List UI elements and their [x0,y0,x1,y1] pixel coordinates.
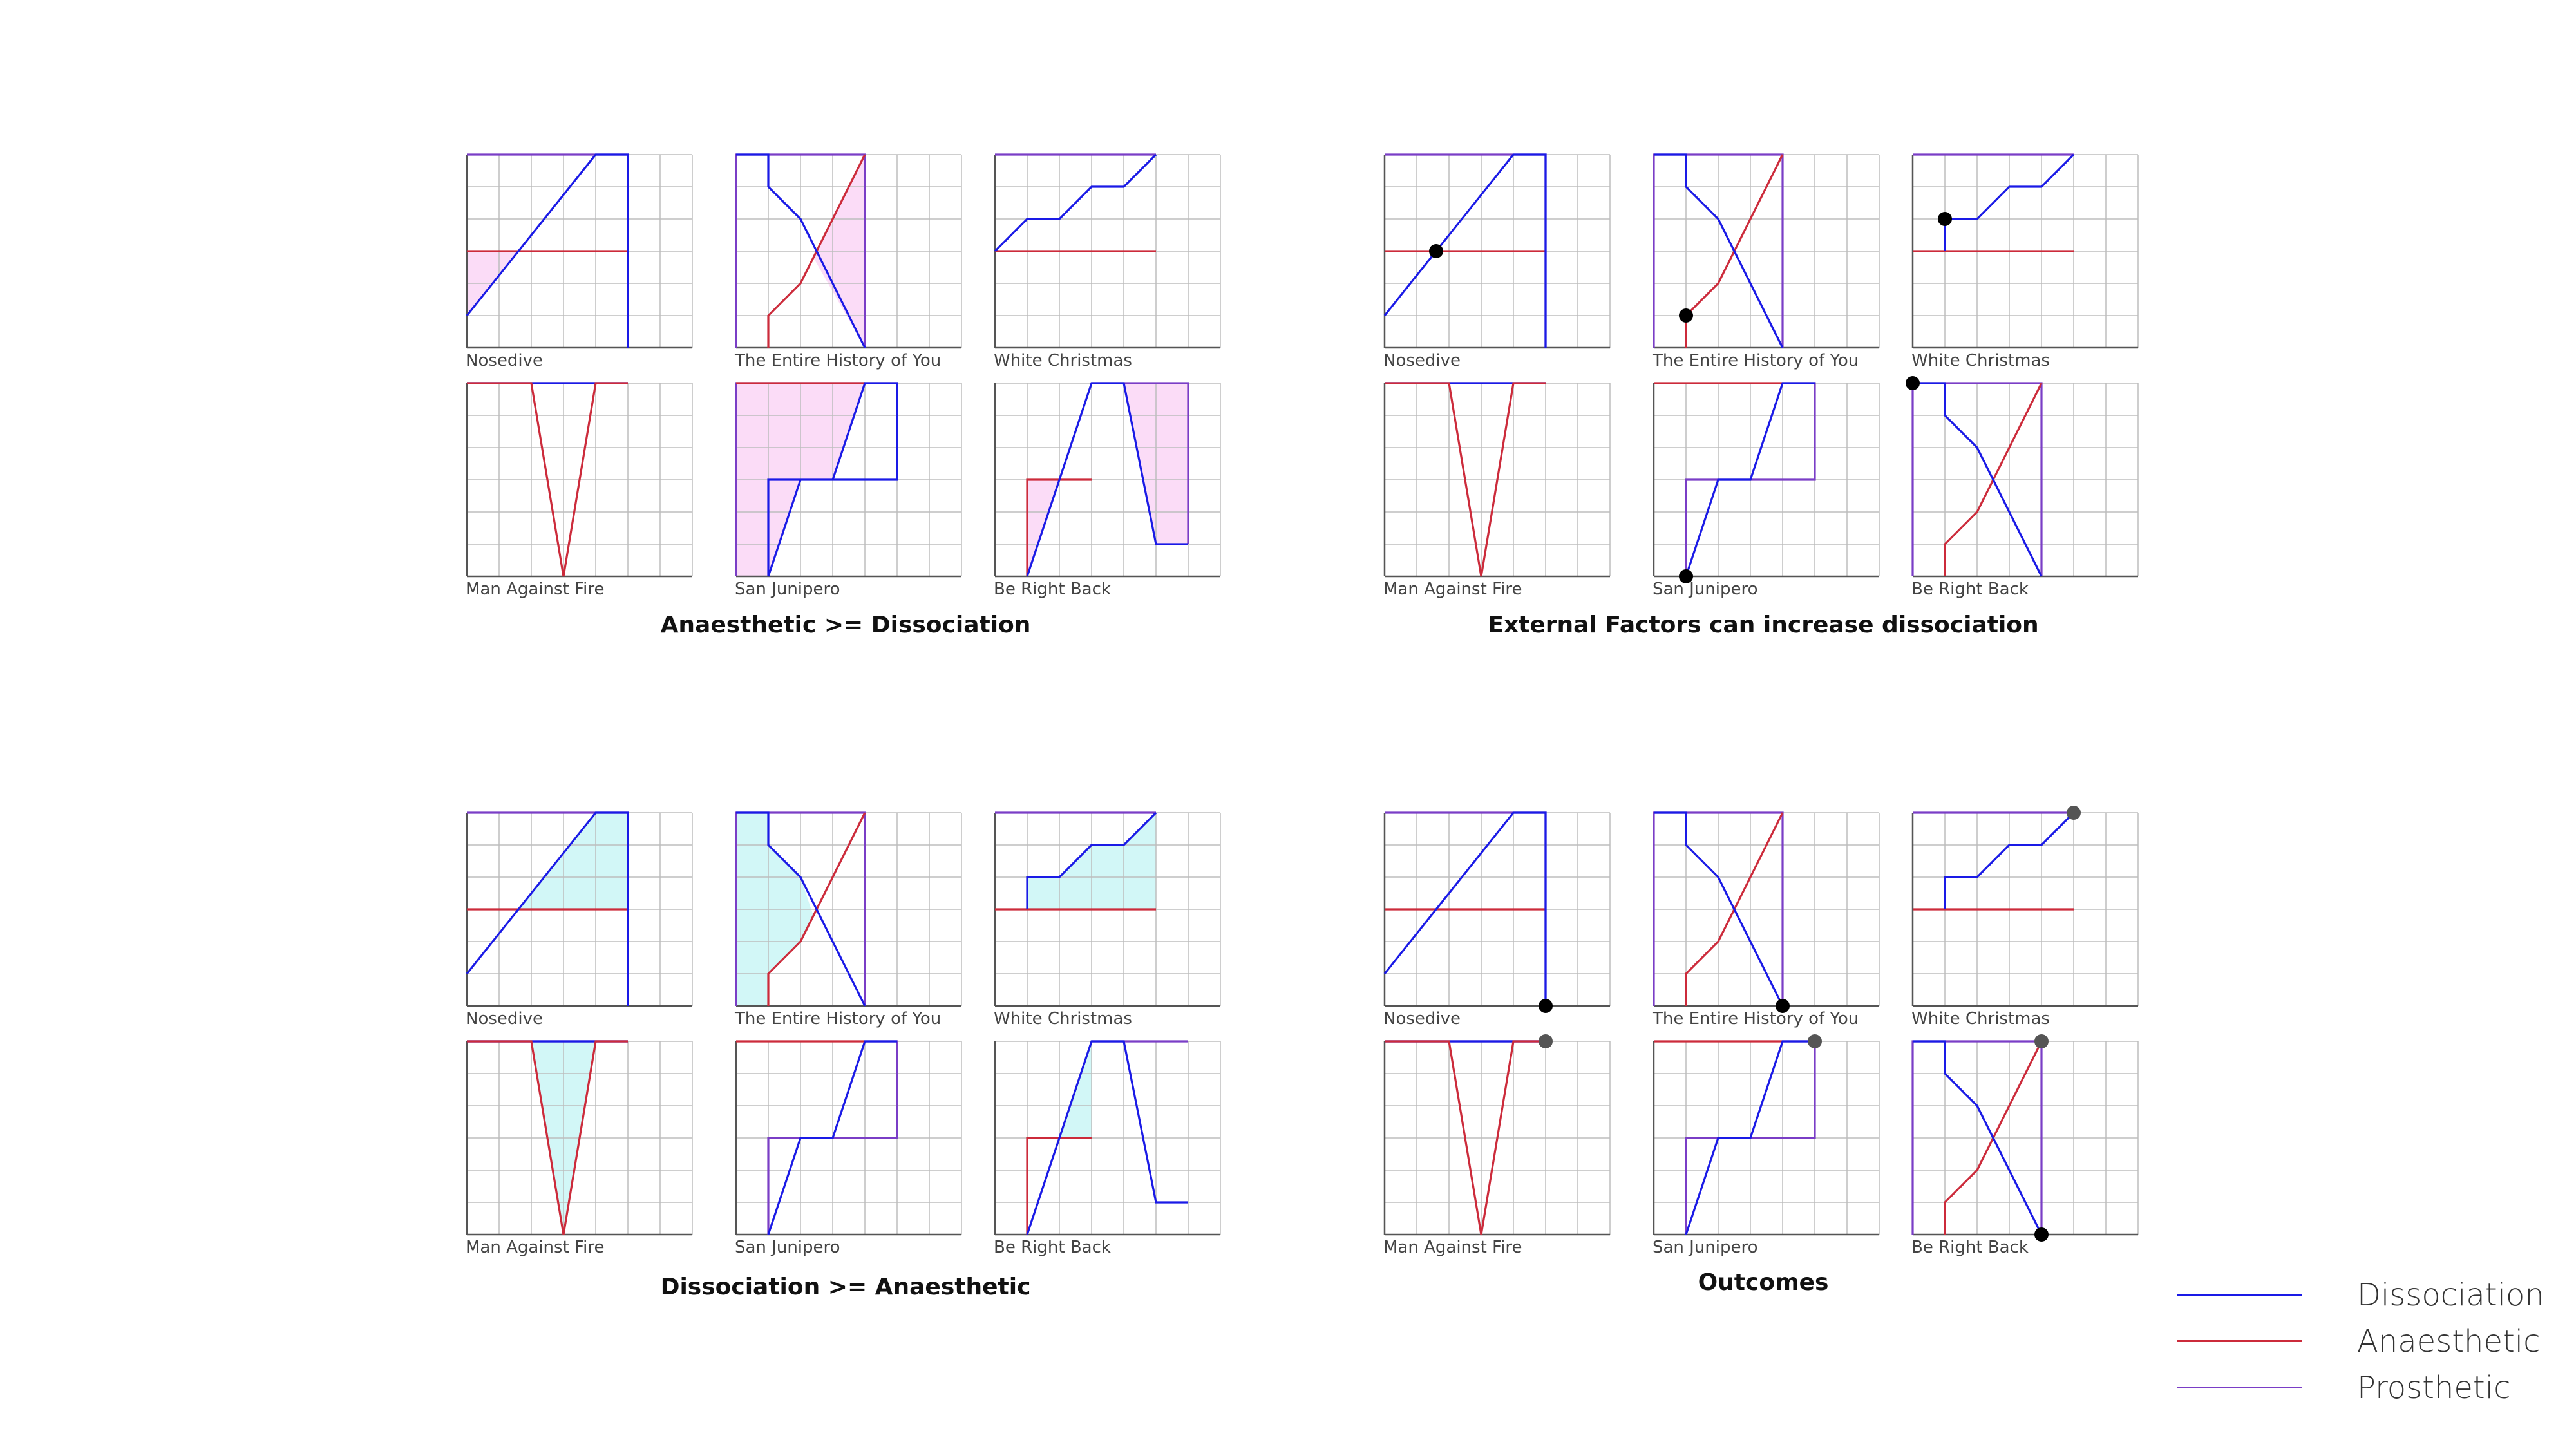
panel-label: San Junipero [1653,1238,1758,1257]
outcome-marker [2034,1227,2049,1242]
outcome-marker [2067,806,2081,820]
outcome-marker [1539,999,1553,1013]
panel: Be Right Back [1911,1034,2138,1257]
panel: Nosedive [466,155,692,370]
panel-label: Man Against Fire [1383,580,1522,599]
chart-title: External Factors can increase dissociati… [1488,612,2038,638]
legend-swatch-prosthetic [2177,1387,2302,1388]
panel-label: White Christmas [994,1009,1132,1028]
panel: White Christmas [1911,806,2138,1028]
panel: Man Against Fire [1383,383,1610,599]
panel-label: Nosedive [466,351,543,370]
panel-label: White Christmas [1911,351,2050,370]
panel: Man Against Fire [1383,1034,1610,1257]
panel: San Junipero [1653,383,1879,599]
panel-label: The Entire History of You [734,1009,941,1028]
panel-label: The Entire History of You [1652,351,1859,370]
panel-label: San Junipero [1653,580,1758,599]
series-line-dissociation [995,155,1156,251]
legend-item-dissociation: Dissociation [2177,1272,2563,1318]
outcome-marker [1808,1034,1822,1048]
panel-label: Be Right Back [994,580,1111,599]
panel-label: San Junipero [735,580,840,599]
chart-title: Dissociation >= Anaesthetic [661,1274,1031,1300]
panel-label: Be Right Back [994,1238,1111,1257]
legend-item-anaesthetic: Anaesthetic [2177,1318,2563,1365]
outcome-marker [2034,1034,2049,1048]
legend-swatch-dissociation [2177,1294,2302,1296]
panel: The Entire History of You [734,155,961,370]
panel: Be Right Back [1906,376,2138,599]
chart-group-1: Nosedive The Entire History of You White C… [466,155,1220,638]
legend: Dissociation Anaesthetic Prosthetic [2177,1272,2563,1411]
panel: Be Right Back [994,383,1220,599]
legend-label-anaesthetic: Anaesthetic [2357,1318,2541,1365]
chart-group-2: Nosedive The Entire History of You White C… [1383,155,2138,638]
panel-label: White Christmas [1911,1009,2050,1028]
panel-label: Nosedive [1383,1009,1461,1028]
panel: Nosedive [1383,155,1610,370]
panel: San Junipero [735,1041,961,1257]
chart-group-3: Nosedive The Entire History of You White C… [466,813,1220,1300]
panel: Man Against Fire [466,1041,692,1257]
chart-group-4: Nosedive The Entire History of You White C… [1383,806,2138,1296]
legend-label-dissociation: Dissociation [2357,1272,2544,1318]
panel-label: The Entire History of You [1652,1009,1859,1028]
highlight-region [518,813,628,909]
panel: White Christmas [994,155,1220,370]
panel: White Christmas [994,813,1220,1028]
legend-swatch-anaesthetic [2177,1340,2302,1342]
panel-label: Nosedive [1383,351,1461,370]
panel: Be Right Back [994,1041,1220,1257]
panel: Nosedive [466,813,692,1028]
panel: The Entire History of You [1652,155,1879,370]
panel-label: Be Right Back [1911,1238,2029,1257]
legend-label-prosthetic: Prosthetic [2357,1365,2510,1411]
outcome-marker [1429,244,1443,258]
panel: Nosedive [1383,813,1610,1028]
panel: The Entire History of You [1652,813,1879,1028]
panel-label: Man Against Fire [466,580,604,599]
outcome-marker [1906,376,1920,390]
chart-title: Outcomes [1698,1269,1829,1296]
panel-label: Be Right Back [1911,580,2029,599]
outcome-marker [1539,1034,1553,1048]
legend-item-prosthetic: Prosthetic [2177,1365,2563,1411]
panel: The Entire History of You [734,813,961,1028]
panel: San Junipero [735,383,961,599]
panel: White Christmas [1911,155,2138,370]
panel-label: The Entire History of You [734,351,941,370]
outcome-marker [1938,212,1952,226]
panel: San Junipero [1653,1034,1879,1257]
chart-title: Anaesthetic >= Dissociation [661,612,1031,638]
panel-label: San Junipero [735,1238,840,1257]
outcome-marker [1679,308,1693,323]
panel-label: Man Against Fire [466,1238,604,1257]
panel-label: Nosedive [466,1009,543,1028]
panel-label: White Christmas [994,351,1132,370]
panel-label: Man Against Fire [1383,1238,1522,1257]
panel: Man Against Fire [466,383,692,599]
